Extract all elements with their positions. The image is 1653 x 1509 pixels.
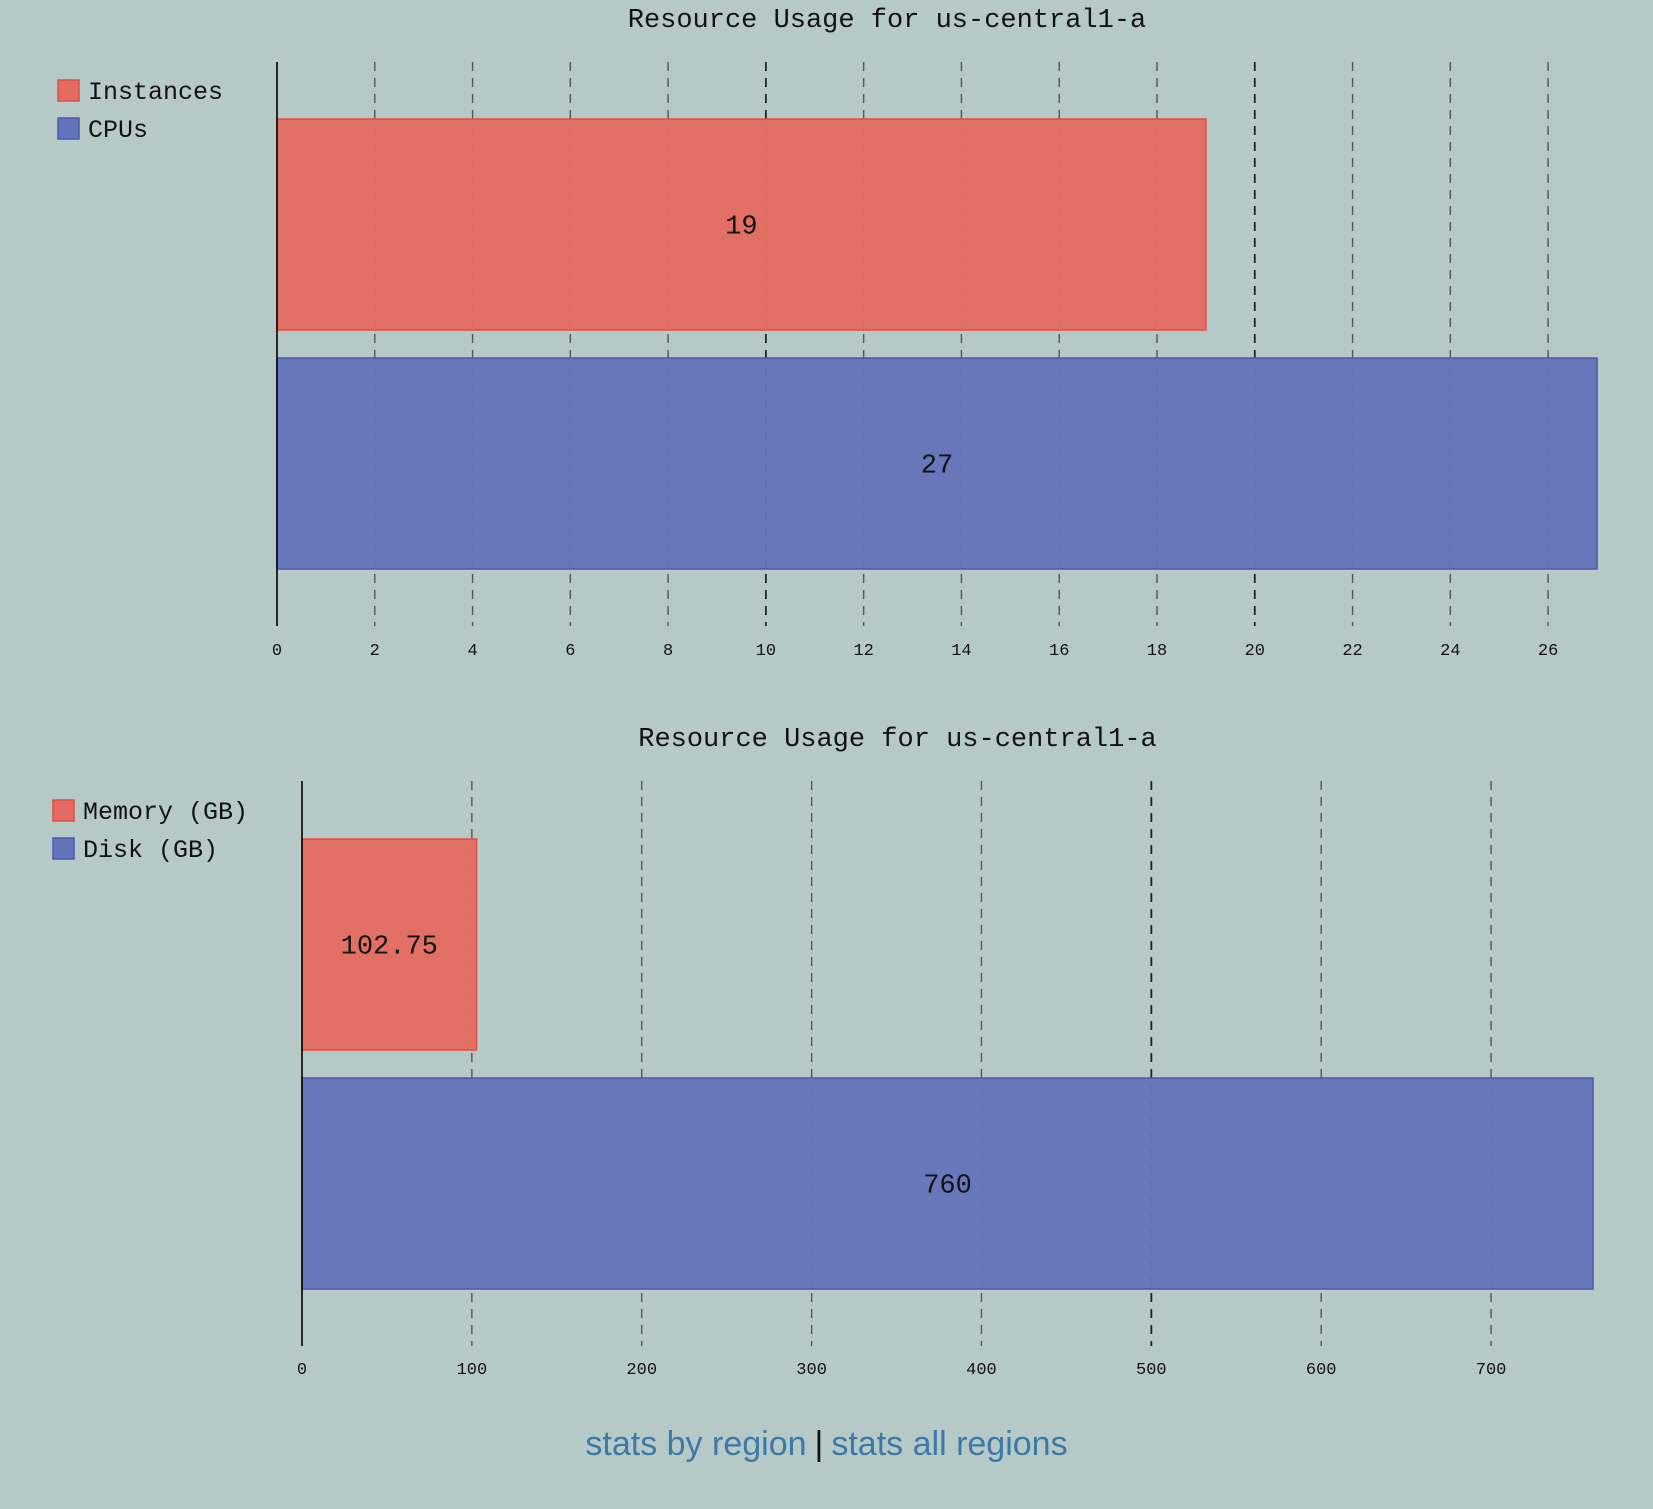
footer-separator: | [814, 1425, 824, 1463]
x-tick-label: 700 [1476, 1361, 1507, 1380]
legend-swatch [57, 117, 80, 140]
bar [301, 1077, 1594, 1290]
x-tick-label: 500 [1136, 1361, 1167, 1380]
x-tick-label: 14 [951, 642, 971, 661]
footer-links: stats by region | stats all regions [0, 1425, 1653, 1464]
bar [276, 357, 1598, 570]
legend-label: Instances [88, 78, 223, 107]
bar-value-label: 102.75 [341, 933, 438, 963]
x-tick-label: 0 [272, 642, 282, 661]
x-tick-label: 26 [1538, 642, 1558, 661]
x-tick-label: 300 [796, 1361, 827, 1380]
legend-swatch [52, 799, 75, 822]
legend-label: Disk (GB) [83, 836, 218, 865]
legend-swatch [57, 79, 80, 102]
x-tick-label: 10 [756, 642, 776, 661]
chart-title: Resource Usage for us-central1-a [628, 6, 1146, 36]
x-tick-label: 6 [565, 642, 575, 661]
x-tick-label: 400 [966, 1361, 997, 1380]
chart-title: Resource Usage for us-central1-a [638, 725, 1156, 755]
bar-value-label: 27 [921, 452, 953, 482]
x-tick-label: 12 [853, 642, 873, 661]
bar [301, 838, 478, 1051]
bar-value-label: 19 [725, 213, 757, 243]
x-tick-label: 600 [1306, 1361, 1337, 1380]
x-tick-label: 20 [1245, 642, 1265, 661]
x-tick-label: 200 [626, 1361, 657, 1380]
stats-by-region-link[interactable]: stats by region [585, 1425, 807, 1463]
bar [276, 118, 1207, 331]
legend-label: CPUs [88, 116, 148, 145]
stats-all-regions-link[interactable]: stats all regions [831, 1425, 1068, 1463]
x-tick-label: 22 [1342, 642, 1362, 661]
x-tick-label: 0 [297, 1361, 307, 1380]
x-tick-label: 18 [1147, 642, 1167, 661]
legend-swatch [52, 837, 75, 860]
x-tick-label: 2 [370, 642, 380, 661]
x-tick-label: 100 [457, 1361, 488, 1380]
x-tick-label: 24 [1440, 642, 1460, 661]
x-tick-label: 8 [663, 642, 673, 661]
x-tick-label: 4 [467, 642, 477, 661]
bar-value-label: 760 [923, 1172, 972, 1202]
legend-label: Memory (GB) [83, 798, 248, 827]
x-tick-label: 16 [1049, 642, 1069, 661]
